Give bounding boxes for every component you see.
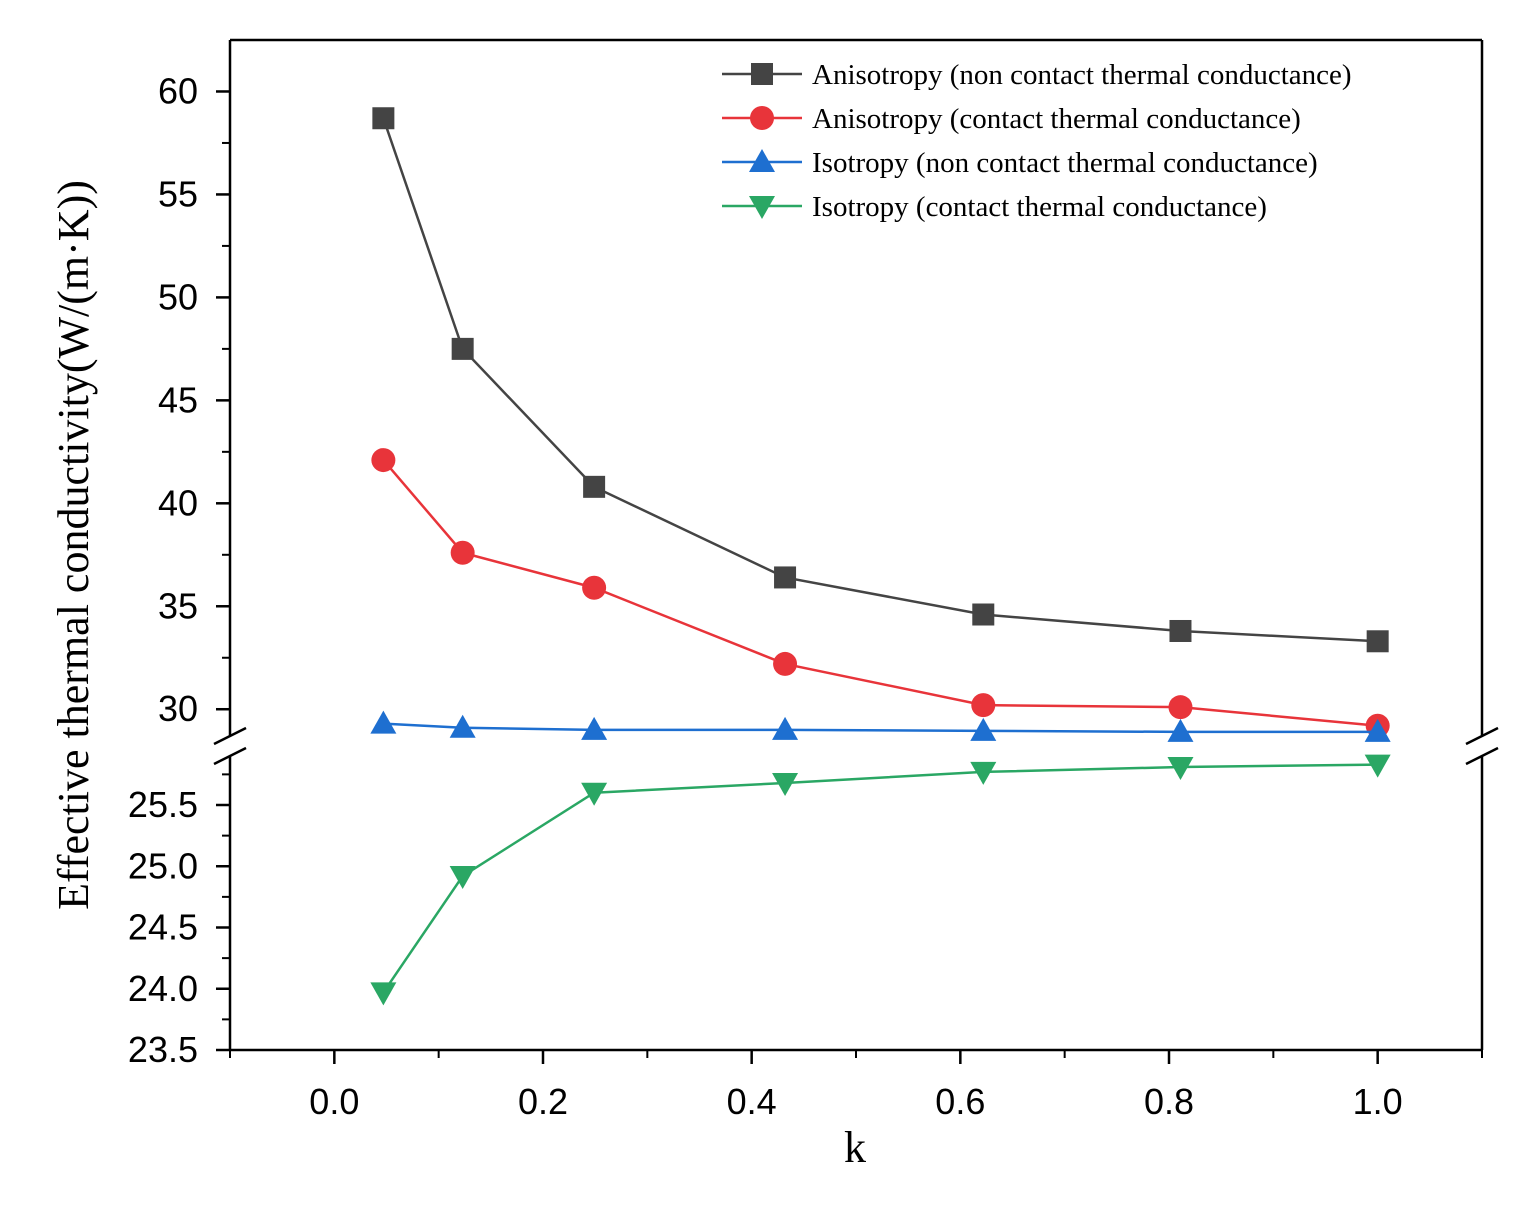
data-point xyxy=(971,693,996,718)
data-point xyxy=(1168,695,1193,720)
data-point xyxy=(1364,754,1391,778)
y-tick-label: 24.0 xyxy=(128,968,198,1009)
axis-break-mark xyxy=(213,746,247,766)
series-line xyxy=(382,459,1378,727)
x-tick-label: 0.6 xyxy=(935,1081,985,1122)
y-tick-label: 50 xyxy=(158,276,198,317)
legend-marker xyxy=(751,63,773,85)
legend-label: Anisotropy (non contact thermal conducta… xyxy=(812,59,1352,91)
data-point xyxy=(450,540,475,565)
series-4 xyxy=(370,754,1391,1006)
data-point xyxy=(583,475,606,498)
x-axis-title: k xyxy=(844,1123,866,1172)
x-tick-label: 1.0 xyxy=(1353,1081,1403,1122)
y-tick-label: 35 xyxy=(158,585,198,626)
data-point xyxy=(1167,757,1194,781)
data-point xyxy=(370,982,397,1006)
y-tick-label: 25.5 xyxy=(128,784,198,825)
data-point xyxy=(372,107,395,130)
y-tick-label: 45 xyxy=(158,379,198,420)
series-1 xyxy=(372,107,1389,653)
data-point xyxy=(774,566,797,589)
y-tick-label: 55 xyxy=(158,173,198,214)
data-point xyxy=(1167,718,1194,742)
legend: Anisotropy (non contact thermal conducta… xyxy=(722,59,1352,223)
y-tick-label: 23.5 xyxy=(128,1029,198,1070)
y-tick-label: 40 xyxy=(158,482,198,523)
legend-item: Isotropy (contact thermal conductance) xyxy=(722,191,1267,223)
series-line xyxy=(383,722,1378,734)
legend-item: Anisotropy (contact thermal conductance) xyxy=(722,103,1301,135)
y-tick-label: 25.0 xyxy=(128,845,198,886)
axis-break-mark xyxy=(213,726,247,746)
x-tick-label: 0.8 xyxy=(1144,1081,1194,1122)
data-point xyxy=(773,651,798,676)
legend-marker xyxy=(750,106,774,130)
data-point xyxy=(1366,630,1389,653)
data-point xyxy=(582,575,607,600)
series-line xyxy=(382,763,1378,994)
data-point xyxy=(1169,619,1192,642)
data-point xyxy=(972,603,995,626)
x-axis-ticks: 0.0 0.2 0.4 0.6 0.8 1.0 xyxy=(229,1050,1483,1122)
series-3 xyxy=(370,710,1391,742)
y-tick-label: 24.5 xyxy=(128,907,198,948)
data-point xyxy=(970,761,997,785)
data-point xyxy=(772,772,799,796)
series-2 xyxy=(371,448,1390,738)
y-tick-label: 60 xyxy=(158,70,198,111)
axis-break-mark xyxy=(1465,726,1499,746)
legend-label: Anisotropy (contact thermal conductance) xyxy=(812,103,1301,135)
y-axis-ticks: 30 35 40 45 50 55 60 23.5 24.0 24.5 25.0 25.5 xyxy=(128,70,230,1070)
x-tick-label: 0.0 xyxy=(309,1081,359,1122)
y-axis-title: Effective thermal conductivity(W/(m·K)) xyxy=(49,180,98,910)
y-tick-label: 30 xyxy=(158,688,198,729)
data-point xyxy=(449,714,476,738)
axis-break-mark xyxy=(1465,746,1499,766)
data-point xyxy=(581,782,608,806)
legend-label: Isotropy (contact thermal conductance) xyxy=(812,191,1267,223)
legend-label: Isotropy (non contact thermal conductanc… xyxy=(812,147,1318,179)
legend-item: Anisotropy (non contact thermal conducta… xyxy=(722,59,1352,91)
data-point xyxy=(772,716,799,740)
data-point xyxy=(370,710,397,734)
plot-series xyxy=(370,107,1391,1006)
data-point xyxy=(449,866,476,890)
legend-marker xyxy=(749,196,775,219)
data-point xyxy=(1364,718,1391,742)
data-point xyxy=(581,716,608,740)
data-point xyxy=(970,717,997,741)
legend-marker xyxy=(749,149,775,172)
x-tick-label: 0.4 xyxy=(727,1081,777,1122)
data-point xyxy=(451,337,474,360)
legend-item: Isotropy (non contact thermal conductanc… xyxy=(722,147,1318,179)
x-tick-label: 0.2 xyxy=(518,1081,568,1122)
data-point xyxy=(371,448,396,473)
